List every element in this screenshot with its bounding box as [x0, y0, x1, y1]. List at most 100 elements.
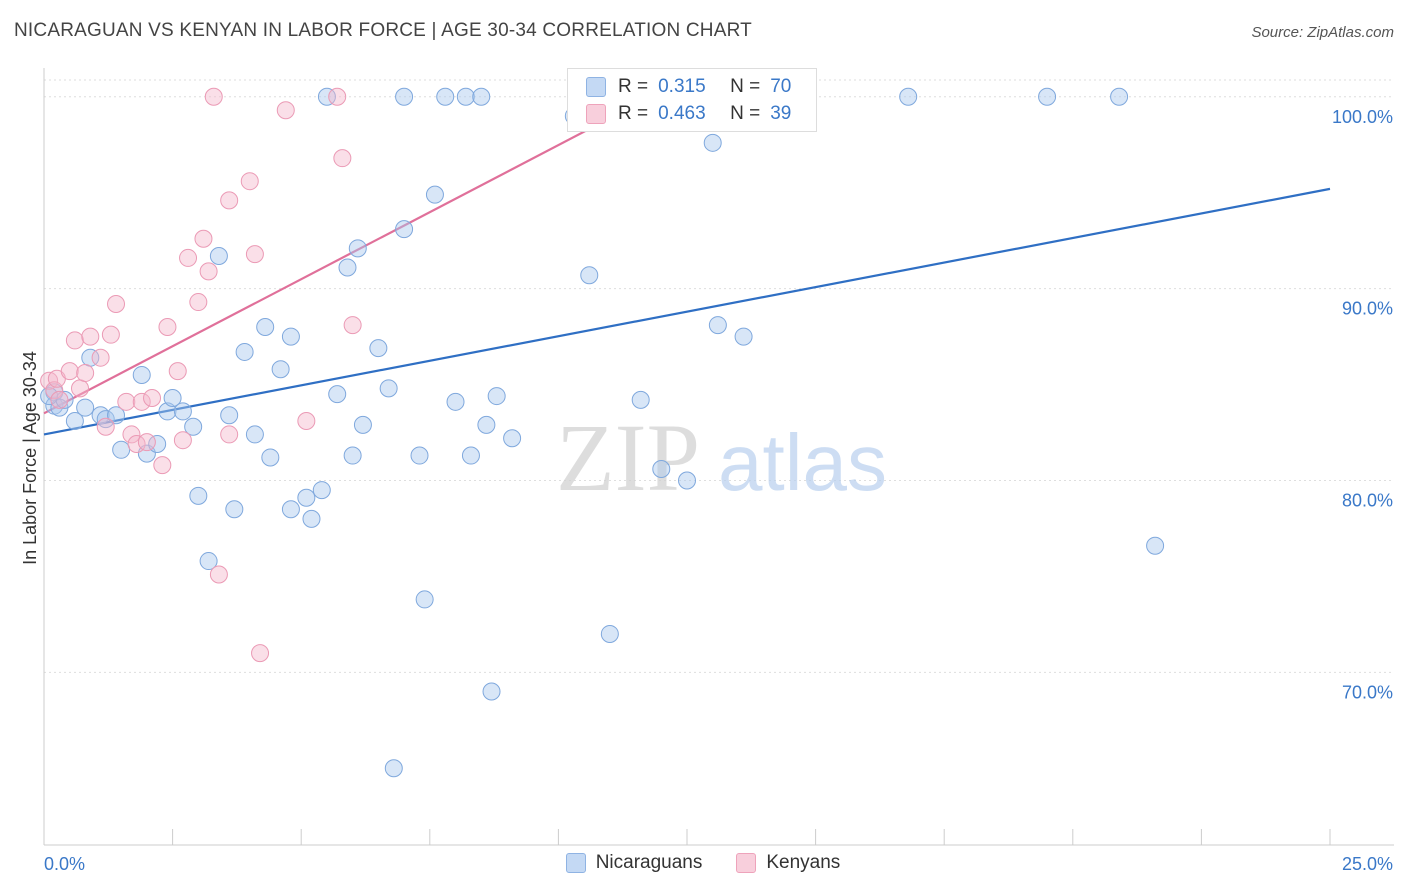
- point-nicaraguans: [184, 417, 203, 436]
- point-nicaraguans: [678, 471, 696, 490]
- point-nicaraguans: [235, 342, 254, 361]
- bottom-legend-label-kenyans: Kenyans: [766, 852, 841, 873]
- point-nicaraguans: [281, 500, 300, 519]
- point-kenyans: [333, 149, 352, 168]
- point-nicaraguans: [703, 133, 722, 152]
- point-nicaraguans: [456, 87, 475, 106]
- watermark-atlas: atlas: [718, 418, 887, 507]
- tick-labels: 70.0% 80.0% 90.0% 100.0% 0.0% 25.0%: [44, 107, 1393, 874]
- point-kenyans: [209, 565, 228, 584]
- point-nicaraguans: [65, 412, 84, 431]
- point-nicaraguans: [369, 339, 388, 358]
- y-tick-label: 80.0%: [1342, 490, 1393, 510]
- legend-swatch-nicaraguans: [586, 77, 606, 97]
- point-kenyans: [220, 425, 239, 444]
- point-kenyans: [117, 392, 136, 411]
- point-kenyans: [60, 362, 79, 381]
- point-kenyans: [240, 172, 259, 191]
- legend-n-value: 39: [770, 103, 792, 124]
- legend-row-nicaraguans: R = 0.315 N = 70: [586, 75, 791, 99]
- legend-r-value: 0.463: [658, 103, 706, 124]
- point-kenyans: [251, 644, 270, 663]
- point-nicaraguans: [477, 415, 496, 434]
- point-nicaraguans: [600, 624, 619, 643]
- trend-lines: [43, 95, 1331, 436]
- point-nicaraguans: [708, 316, 727, 335]
- bottom-legend-nicaraguans[interactable]: Nicaraguans: [565, 852, 703, 874]
- point-kenyans: [45, 381, 64, 400]
- point-kenyans: [194, 229, 213, 248]
- data-points: [40, 87, 1165, 778]
- legend-n-label: N =: [730, 103, 761, 124]
- point-nicaraguans: [256, 318, 275, 336]
- point-nicaraguans: [425, 185, 444, 204]
- point-nicaraguans: [899, 87, 918, 106]
- point-nicaraguans: [76, 398, 95, 417]
- point-nicaraguans: [245, 425, 264, 444]
- point-kenyans: [50, 390, 69, 409]
- point-nicaraguans: [487, 387, 506, 406]
- point-nicaraguans: [281, 327, 300, 346]
- point-kenyans: [76, 364, 95, 383]
- trendline-kenyans: [43, 95, 652, 415]
- point-nicaraguans: [461, 446, 480, 465]
- y-tick-label: 100.0%: [1332, 107, 1393, 127]
- x-tick-label-min: 0.0%: [44, 854, 85, 874]
- point-nicaraguans: [503, 429, 522, 448]
- point-kenyans: [245, 245, 264, 264]
- point-kenyans: [204, 87, 223, 106]
- point-nicaraguans: [395, 220, 414, 239]
- watermark-zip: ZIP: [556, 404, 700, 511]
- point-nicaraguans: [1038, 87, 1057, 106]
- point-nicaraguans: [132, 365, 151, 384]
- point-kenyans: [189, 293, 208, 312]
- point-kenyans: [143, 388, 162, 407]
- point-nicaraguans: [328, 385, 347, 404]
- point-nicaraguans: [225, 500, 244, 519]
- point-kenyans: [137, 433, 156, 452]
- legend-n-value: 70: [770, 76, 792, 97]
- bottom-legend-swatch-nicaraguans: [565, 853, 586, 873]
- point-nicaraguans: [348, 239, 367, 258]
- point-nicaraguans: [343, 446, 362, 465]
- point-nicaraguans: [297, 488, 316, 507]
- point-nicaraguans: [482, 682, 501, 701]
- point-kenyans: [91, 348, 110, 367]
- point-kenyans: [81, 327, 100, 346]
- legend-row-kenyans: R = 0.463 N = 39: [586, 102, 791, 126]
- grid-lines: [44, 79, 1394, 673]
- x-tick-label-max: 25.0%: [1342, 854, 1393, 874]
- point-nicaraguans: [446, 392, 465, 411]
- point-kenyans: [328, 87, 347, 106]
- bottom-legend-label-nicaraguans: Nicaraguans: [595, 852, 703, 873]
- point-kenyans: [158, 318, 177, 336]
- point-nicaraguans: [96, 410, 115, 429]
- point-nicaraguans: [112, 440, 131, 459]
- bottom-legend-swatch-kenyans: [736, 853, 757, 873]
- point-kenyans: [168, 362, 187, 381]
- legend-r-label: R =: [618, 103, 649, 124]
- chart-title: NICARAGUAN VS KENYAN IN LABOR FORCE | AG…: [14, 20, 752, 41]
- point-nicaraguans: [261, 448, 280, 467]
- point-kenyans: [40, 371, 59, 390]
- point-nicaraguans: [415, 590, 434, 609]
- bottom-legend-kenyans[interactable]: Kenyans: [736, 852, 840, 874]
- point-nicaraguans: [353, 415, 372, 434]
- point-nicaraguans: [410, 446, 429, 465]
- point-kenyans: [343, 316, 362, 335]
- source-label: Source: ZipAtlas.com: [1251, 24, 1394, 41]
- point-kenyans: [276, 101, 295, 120]
- point-kenyans: [297, 412, 316, 431]
- point-kenyans: [153, 456, 172, 475]
- point-nicaraguans: [40, 387, 59, 406]
- point-nicaraguans: [1146, 536, 1165, 555]
- y-tick-label: 70.0%: [1342, 682, 1393, 702]
- point-nicaraguans: [631, 390, 650, 409]
- y-tick-label: 90.0%: [1342, 299, 1393, 319]
- legend-r-label: R =: [618, 76, 649, 97]
- point-nicaraguans: [107, 406, 126, 425]
- point-nicaraguans: [163, 388, 182, 407]
- point-kenyans: [199, 262, 218, 281]
- bottom-legend: Nicaraguans Kenyans: [0, 852, 1406, 874]
